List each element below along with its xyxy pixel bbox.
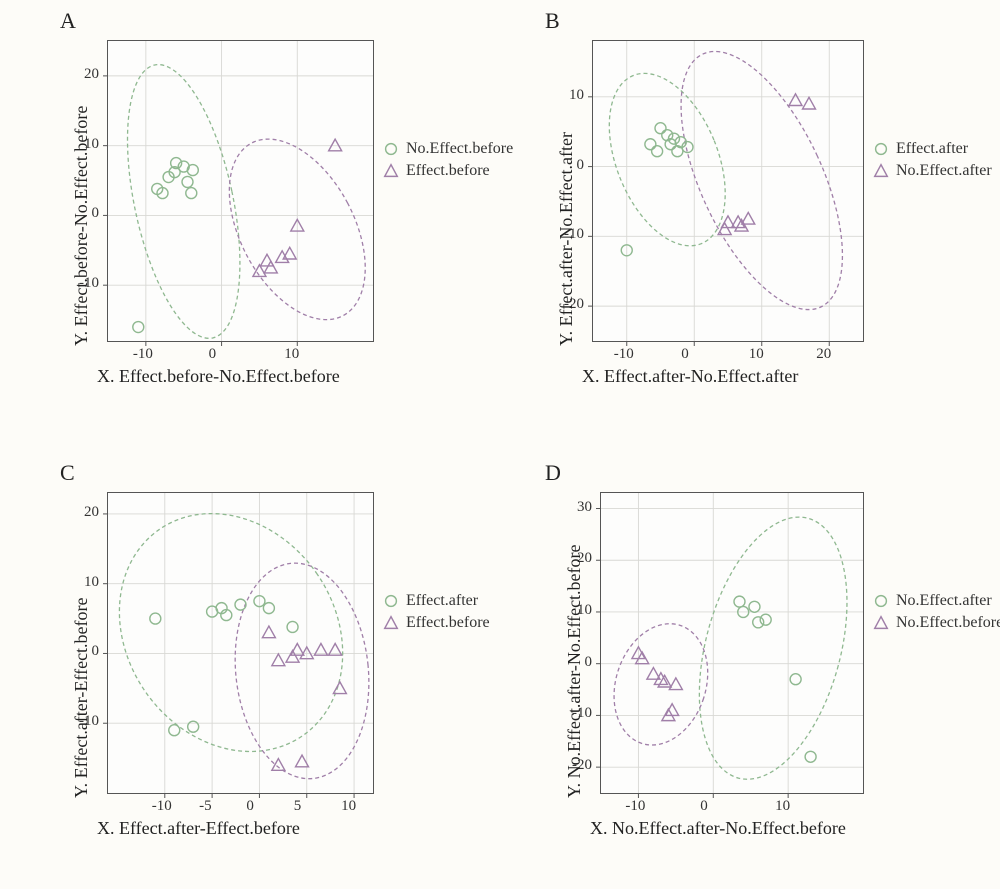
triangle-icon [382, 614, 400, 632]
xtick-label: 10 [775, 798, 790, 815]
ytick-label: 10 [569, 87, 584, 104]
xtick-label: 0 [209, 346, 217, 363]
panel-label-d: D [545, 460, 561, 486]
legend-label: Effect.after [896, 140, 968, 158]
panel-label-c: C [60, 460, 75, 486]
legend-label: No.Effect.after [896, 592, 992, 610]
xtick-label: -10 [133, 346, 153, 363]
x-axis-label-b: X. Effect.after-No.Effect.after [582, 366, 798, 387]
xtick-label: 0 [246, 798, 254, 815]
legend-item: Effect.before [382, 614, 490, 632]
legend-a: No.Effect.before Effect.before [382, 140, 513, 184]
ytick-label: 30 [577, 499, 592, 516]
ytick-label: 0 [577, 157, 585, 174]
triangle-icon [872, 614, 890, 632]
triangle-icon [382, 162, 400, 180]
legend-item: No.Effect.after [872, 162, 992, 180]
circle-icon [872, 140, 890, 158]
triangle-icon [872, 162, 890, 180]
xtick-label: 20 [816, 346, 831, 363]
xtick-label: -10 [625, 798, 645, 815]
xtick-label: -5 [199, 798, 212, 815]
legend-label: No.Effect.before [406, 140, 513, 158]
legend-item: Effect.after [382, 592, 490, 610]
ytick-label: 0 [92, 205, 100, 222]
ytick-label: 0 [92, 643, 100, 660]
plot-area-c [107, 492, 374, 794]
ytick-label: 20 [84, 66, 99, 83]
legend-item: Effect.after [872, 140, 992, 158]
xtick-label: 10 [749, 346, 764, 363]
legend-label: No.Effect.after [896, 162, 992, 180]
xtick-label: 0 [700, 798, 708, 815]
xtick-label: 0 [681, 346, 689, 363]
y-axis-label-c: Y. Effect.after-Effect.before [71, 597, 92, 798]
y-axis-label-d: Y. No.Effect.after-No.Effect.before [564, 544, 585, 798]
x-axis-label-a: X. Effect.before-No.Effect.before [97, 366, 340, 387]
y-axis-label-b: Y. Effect.after-No.Effect.after [556, 132, 577, 346]
circle-icon [872, 592, 890, 610]
legend-label: Effect.before [406, 162, 490, 180]
legend-item: Effect.before [382, 162, 513, 180]
legend-d: No.Effect.after No.Effect.before [872, 592, 1000, 636]
legend-item: No.Effect.before [382, 140, 513, 158]
panel-label-a: A [60, 8, 76, 34]
xtick-label: 10 [341, 798, 356, 815]
legend-item: No.Effect.after [872, 592, 1000, 610]
plot-area-a [107, 40, 374, 342]
circle-icon [382, 140, 400, 158]
x-axis-label-d: X. No.Effect.after-No.Effect.before [590, 818, 846, 839]
plot-area-d [600, 492, 864, 794]
ytick-label: 10 [84, 574, 99, 591]
xtick-label: -10 [152, 798, 172, 815]
legend-label: No.Effect.before [896, 614, 1000, 632]
x-axis-label-c: X. Effect.after-Effect.before [97, 818, 300, 839]
ytick-label: 20 [84, 504, 99, 521]
xtick-label: -10 [614, 346, 634, 363]
legend-b: Effect.after No.Effect.after [872, 140, 992, 184]
legend-item: No.Effect.before [872, 614, 1000, 632]
legend-c: Effect.after Effect.before [382, 592, 490, 636]
ytick-label: 0 [585, 654, 593, 671]
plot-area-b [592, 40, 864, 342]
legend-label: Effect.before [406, 614, 490, 632]
xtick-label: 10 [284, 346, 299, 363]
legend-label: Effect.after [406, 592, 478, 610]
y-axis-label-a: Y. Effect.before-No.Effect.before [71, 106, 92, 346]
circle-icon [382, 592, 400, 610]
panel-label-b: B [545, 8, 560, 34]
xtick-label: 5 [294, 798, 302, 815]
